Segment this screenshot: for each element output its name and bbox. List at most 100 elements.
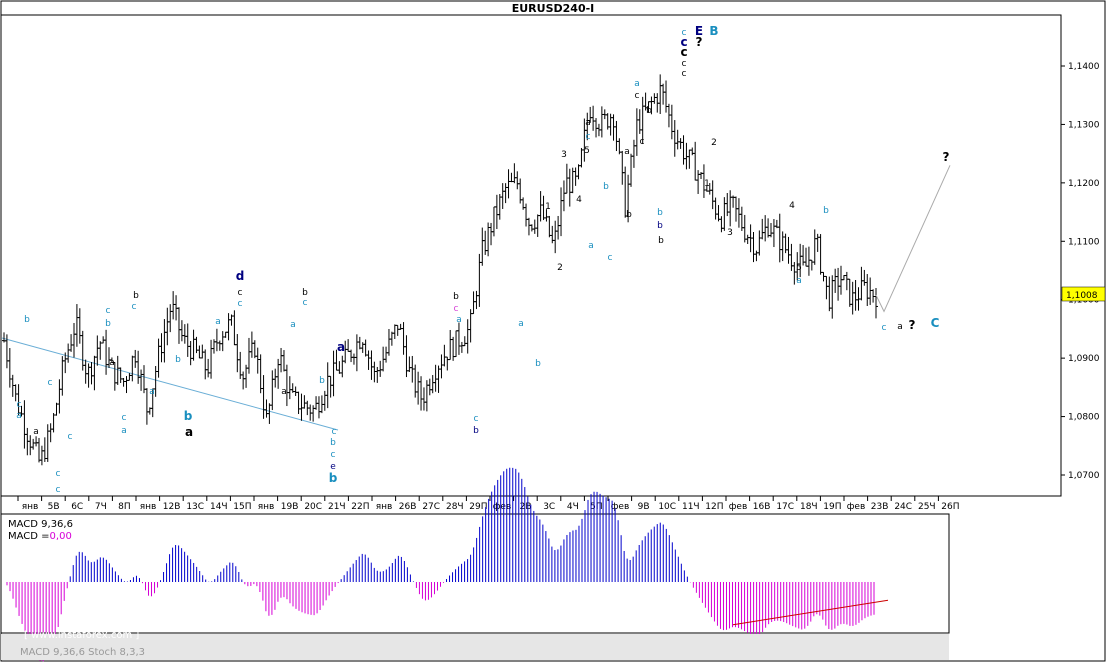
price-bar: [200, 344, 205, 359]
price-bar: [611, 114, 616, 141]
wave-label: a: [337, 340, 345, 354]
wave-label: c: [68, 432, 73, 442]
price-bar: [532, 219, 537, 234]
wave-label: a: [149, 387, 155, 397]
price-bar: [489, 222, 494, 246]
price-bar: [815, 233, 820, 252]
price-bar: [360, 342, 365, 353]
price-bar: [824, 275, 829, 300]
price-bar: [859, 266, 864, 301]
price-bar: [494, 194, 499, 230]
wave-label: 3: [727, 228, 733, 238]
price-bar: [386, 328, 391, 356]
price-bar: [868, 277, 873, 305]
price-bar: [279, 347, 284, 373]
price-bar: [853, 279, 858, 311]
price-bar: [349, 349, 354, 363]
wave-label: c: [682, 28, 687, 38]
price-bar: [159, 333, 164, 363]
price-bar: [448, 329, 453, 361]
price-bar: [401, 322, 406, 355]
price-bar: [751, 231, 756, 263]
price-bar: [270, 370, 275, 411]
price-bar: [316, 396, 321, 419]
price-bar: [357, 336, 362, 350]
y-tick-label: 1,0800: [1068, 413, 1100, 423]
x-tick-label: янв: [376, 502, 393, 512]
price-bar: [556, 215, 561, 240]
wave-label: a: [634, 79, 640, 89]
price-bar: [413, 364, 418, 398]
x-tick-label: янв: [22, 502, 39, 512]
x-tick-label: 19В: [281, 502, 299, 512]
wave-label: c: [17, 400, 22, 410]
price-bar: [276, 358, 281, 389]
wave-label: c: [682, 59, 687, 69]
price-bar: [503, 183, 508, 204]
wave-label: 4: [789, 201, 795, 211]
wave-label: a: [121, 426, 127, 436]
price-bar: [579, 147, 584, 168]
price-bar: [299, 393, 304, 421]
wave-label: b: [319, 376, 325, 386]
price-bar: [36, 437, 41, 463]
x-tick-label: 3С: [543, 502, 555, 512]
price-bar: [757, 230, 762, 256]
price-bar: [812, 229, 817, 265]
price-bar: [669, 104, 674, 140]
macd-trend: [732, 599, 889, 626]
macd-label: MACD 9,36,6: [8, 519, 73, 530]
wave-label: a: [796, 276, 802, 286]
y-tick-label: 1,1300: [1068, 120, 1100, 130]
wave-label: 3: [561, 150, 567, 160]
wave-label: ?: [696, 35, 703, 49]
wave-label: c: [106, 306, 111, 316]
y-tick-label: 1,0700: [1068, 471, 1100, 481]
macd-value-label: MACD =0,00: [8, 531, 72, 542]
price-bar: [287, 376, 292, 400]
price-bar: [480, 227, 485, 266]
price-bar: [252, 340, 257, 359]
price-bar: [162, 319, 167, 363]
price-bar: [176, 307, 181, 344]
price-bar: [658, 74, 663, 114]
x-tick-label: фев: [493, 502, 512, 512]
x-tick-label: 28Ч: [446, 502, 464, 512]
price-bar: [599, 106, 604, 138]
price-bar: [95, 335, 100, 366]
wave-label: b: [535, 359, 541, 369]
price-bar: [51, 413, 56, 433]
price-bar: [217, 340, 222, 351]
wave-label: c: [331, 450, 336, 460]
x-tick-label: 29П: [469, 502, 487, 512]
x-tick-label: 22П: [351, 502, 369, 512]
price-bar: [168, 304, 173, 333]
wave-label: 5: [796, 263, 802, 273]
price-bar: [754, 250, 759, 262]
x-tick-label: 19П: [823, 502, 841, 512]
price-bar: [847, 278, 852, 307]
wave-label: a: [518, 319, 524, 329]
price-bar: [179, 320, 184, 342]
price-bar: [771, 219, 776, 248]
price-bar: [340, 355, 345, 378]
wave-label: c: [48, 378, 53, 388]
wave-label: b: [823, 206, 829, 216]
price-bar: [465, 319, 470, 354]
price-bar: [226, 313, 231, 341]
price-bar: [354, 334, 359, 372]
watermark[interactable]: [ www.instaforex.com ]: [24, 630, 139, 641]
x-tick-label: 15П: [233, 502, 251, 512]
footer-ghost-text: MACD 9,36,6 Stoch 8,3,3: [20, 647, 145, 658]
price-bar: [769, 223, 774, 238]
price-bar: [553, 220, 558, 254]
price-bar: [66, 343, 71, 363]
x-tick-label: янв: [140, 502, 157, 512]
price-bar: [471, 291, 476, 315]
price-bar: [136, 350, 141, 384]
price-axis: 1,14001,13001,12001,11001,10001,09001,08…: [1061, 62, 1100, 481]
channel-line: [1, 337, 339, 431]
x-tick-label: 4Ч: [567, 502, 579, 512]
x-tick-label: янв: [258, 502, 275, 512]
